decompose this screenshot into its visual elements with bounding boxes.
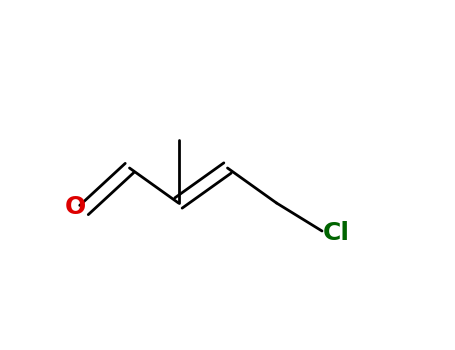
Text: O: O [65, 195, 86, 218]
Text: Cl: Cl [323, 221, 349, 245]
